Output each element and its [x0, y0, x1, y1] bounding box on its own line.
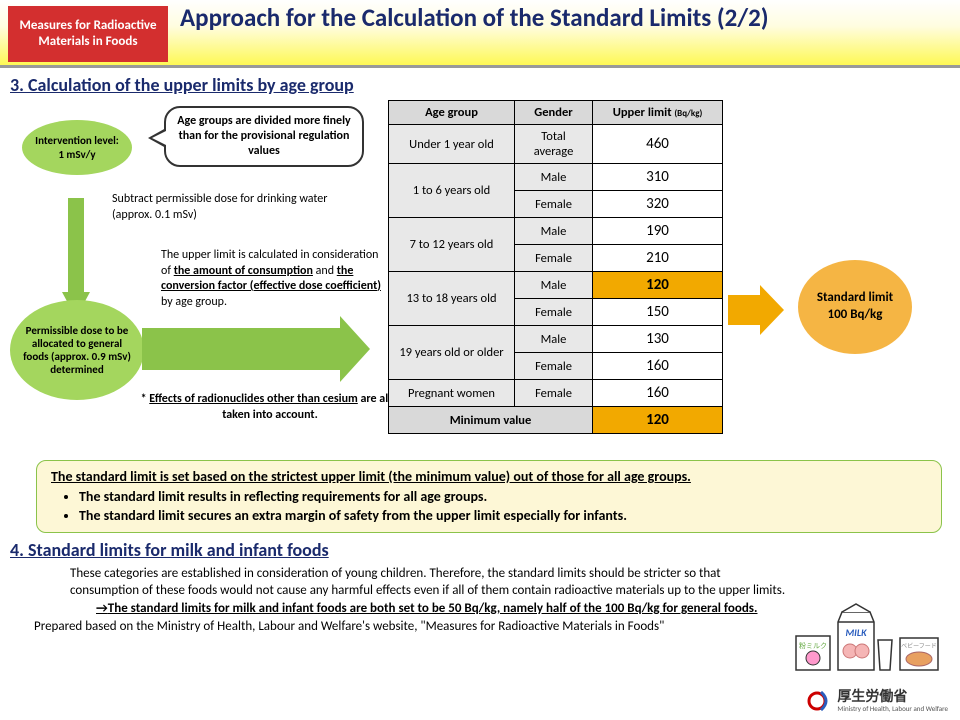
cell-limit: 320	[593, 191, 723, 218]
summary-bullet-2: The standard limit secures an extra marg…	[79, 506, 927, 526]
cell-limit: 160	[593, 380, 723, 407]
section3-body: Intervention level: 1 mSv/y Permissible …	[0, 100, 960, 460]
note2-u1: the amount of consumption	[174, 264, 313, 278]
section3-heading: 3. Calculation of the upper limits by ag…	[10, 74, 960, 96]
cell-gender: Male	[515, 272, 593, 299]
cell-age: Pregnant women	[389, 380, 515, 407]
logo-text: 厚生労働省	[837, 690, 948, 704]
table-header-row: Age group Gender Upper limit (Bq/kg)	[389, 101, 723, 125]
circle-value: 100 Bq/kg	[828, 307, 883, 322]
th-gender: Gender	[515, 101, 593, 125]
note-calculation: The upper limit is calculated in conside…	[161, 248, 381, 310]
ellipse-intervention: Intervention level: 1 mSv/y	[22, 120, 132, 175]
table-row: 13 to 18 years oldMale120	[389, 272, 723, 299]
section4-body: These categories are established in cons…	[70, 565, 790, 618]
cell-gender: Female	[515, 299, 593, 326]
cell-gender: Female	[515, 191, 593, 218]
table-min-row: Minimum value 120	[389, 407, 723, 434]
cell-gender: Male	[515, 326, 593, 353]
cell-limit: 210	[593, 245, 723, 272]
th-limit: Upper limit (Bq/kg)	[593, 101, 723, 125]
note3-pre: *	[141, 392, 150, 406]
table-row: 1 to 6 years oldMale310	[389, 164, 723, 191]
arrow-right-icon	[142, 328, 342, 370]
cell-limit: 190	[593, 218, 723, 245]
svg-text:MILK: MILK	[845, 626, 867, 639]
cell-age: 13 to 18 years old	[389, 272, 515, 326]
note2-mid: and	[313, 264, 337, 278]
food-illustration-icon: 粉ミルク MILK ベビーフード	[792, 596, 942, 676]
cell-limit: 130	[593, 326, 723, 353]
th-age: Age group	[389, 101, 515, 125]
cell-age: 7 to 12 years old	[389, 218, 515, 272]
cell-limit: 160	[593, 353, 723, 380]
section4-arrowline: →The standard limits for milk and infant…	[96, 600, 790, 618]
table-row: 19 years old or olderMale130	[389, 326, 723, 353]
note-radionuclides: * Effects of radionuclides other than ce…	[140, 392, 400, 423]
cell-limit: 150	[593, 299, 723, 326]
summary-box: The standard limit is set based on the s…	[36, 460, 942, 533]
svg-text:粉ミルク: 粉ミルク	[799, 641, 827, 650]
cell-limit: 310	[593, 164, 723, 191]
svg-text:ベビーフード: ベビーフード	[901, 642, 937, 650]
section4-heading: 4. Standard limits for milk and infant f…	[10, 539, 960, 561]
speech-bubble: Age groups are divided more finely than …	[164, 106, 364, 167]
section4-p1: These categories are established in cons…	[70, 565, 790, 600]
cell-gender: Total average	[515, 125, 593, 164]
cell-gender: Female	[515, 380, 593, 407]
cell-gender: Female	[515, 245, 593, 272]
cell-gender: Male	[515, 164, 593, 191]
ellipse-permissible: Permissible dose to be allocated to gene…	[10, 300, 144, 400]
table-row: Under 1 year oldTotal average460	[389, 125, 723, 164]
logo-icon	[807, 688, 833, 714]
note2-post: by age group.	[161, 295, 227, 309]
cell-age: 19 years old or older	[389, 326, 515, 380]
page-title: Approach for the Calculation of the Stan…	[180, 4, 769, 33]
cell-gender: Male	[515, 218, 593, 245]
food-icons: 粉ミルク MILK ベビーフード	[792, 596, 942, 676]
min-value: 120	[593, 407, 723, 434]
header: Measures for Radioactive Materials in Fo…	[0, 0, 960, 68]
mhlw-logo: 厚生労働省 Ministry of Health, Labour and Wel…	[807, 688, 948, 714]
cell-age: 1 to 6 years old	[389, 164, 515, 218]
note-subtract: Subtract permissible dose for drinking w…	[112, 192, 362, 223]
table-row: 7 to 12 years oldMale190	[389, 218, 723, 245]
category-badge: Measures for Radioactive Materials in Fo…	[8, 6, 168, 62]
limits-table: Age group Gender Upper limit (Bq/kg) Und…	[388, 100, 723, 434]
standard-limit-circle: Standard limit 100 Bq/kg	[798, 260, 912, 354]
summary-lead: The standard limit is set based on the s…	[51, 467, 927, 487]
cell-age: Under 1 year old	[389, 125, 515, 164]
min-label: Minimum value	[389, 407, 593, 434]
summary-bullet-1: The standard limit results in reflecting…	[79, 487, 927, 507]
note3-u: Effects of radionuclides other than cesi…	[149, 392, 358, 406]
cell-limit: 460	[593, 125, 723, 164]
cell-limit: 120	[593, 272, 723, 299]
cell-gender: Female	[515, 353, 593, 380]
circle-label: Standard limit	[817, 290, 893, 305]
arrow-orange-icon	[728, 295, 762, 325]
logo-subtext: Ministry of Health, Labour and Welfare	[837, 704, 948, 713]
table-row: Pregnant womenFemale160	[389, 380, 723, 407]
